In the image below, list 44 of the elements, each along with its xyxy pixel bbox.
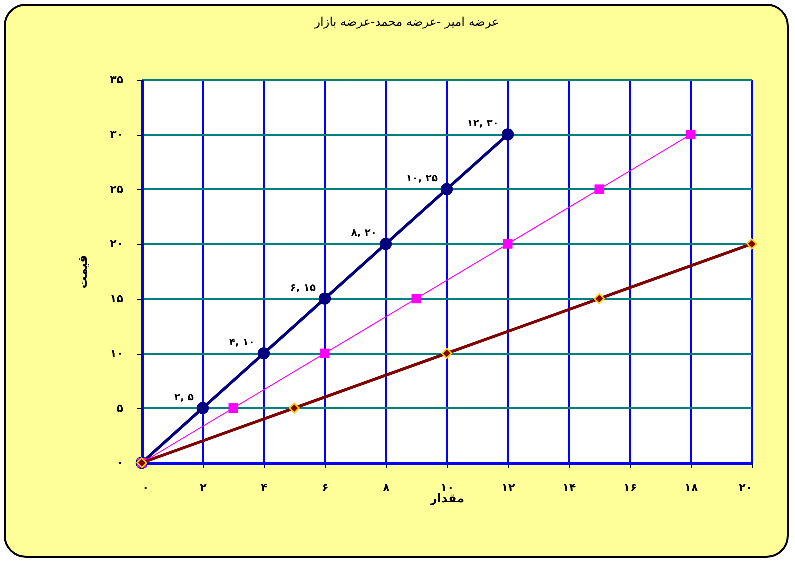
x-tick-label: ۶ xyxy=(322,482,329,494)
point xyxy=(289,402,300,414)
point xyxy=(196,402,210,414)
chart-title: عرضه امیر -عرضه محمد-عرضه بازار xyxy=(314,15,500,29)
point xyxy=(503,239,513,249)
x-tick-label: ۱۶ xyxy=(624,482,638,494)
data-label: ۴, ۱۰ xyxy=(229,338,255,349)
y-tick-label: ۱۰ xyxy=(110,347,124,360)
y-tick-label: ۲۵ xyxy=(110,182,124,196)
point xyxy=(228,404,238,414)
point xyxy=(412,294,422,304)
data-label: ۲, ۵ xyxy=(174,392,194,404)
x-tick-label: ۸ xyxy=(383,482,390,494)
data-label: ۶, ۱۵ xyxy=(290,282,316,294)
point xyxy=(686,130,696,140)
x-tick-label: ۱۸ xyxy=(684,482,698,494)
y-tick-label: ۳۰ xyxy=(110,128,124,142)
y-tick-label: ۱۵ xyxy=(110,292,124,306)
point xyxy=(258,347,270,360)
x-tick-label: ۲ xyxy=(200,482,208,494)
point xyxy=(746,238,758,250)
y-tick-label: ۳۵ xyxy=(110,74,124,86)
x-tick-label: ۱۴ xyxy=(562,482,576,494)
y-tick-label: ۵ xyxy=(116,402,124,415)
point xyxy=(318,292,332,305)
point xyxy=(594,184,604,194)
y-tick-label: ۰ xyxy=(116,456,124,470)
x-tick-label: ۱۲ xyxy=(502,482,516,494)
point xyxy=(502,128,514,141)
y-tick-label: ۲۰ xyxy=(110,238,124,251)
x-tick-label: ۱۰ xyxy=(440,482,454,494)
y-axis-title: قیمت xyxy=(76,255,90,289)
x-tick-label: ۰ xyxy=(142,482,150,494)
x-axis-title: مقدار xyxy=(429,492,465,506)
point xyxy=(440,183,454,196)
point xyxy=(594,293,605,304)
data-label: ۱۰, ۲۵ xyxy=(406,173,438,184)
point xyxy=(320,348,330,358)
x-tick-label: ۲۰ xyxy=(739,482,752,494)
data-label: ۱۲, ۳۰ xyxy=(467,118,499,130)
data-label: ۸, ۲۰ xyxy=(351,228,377,240)
point xyxy=(442,348,452,360)
point xyxy=(380,238,392,250)
x-tick-label: ۴ xyxy=(261,482,268,494)
